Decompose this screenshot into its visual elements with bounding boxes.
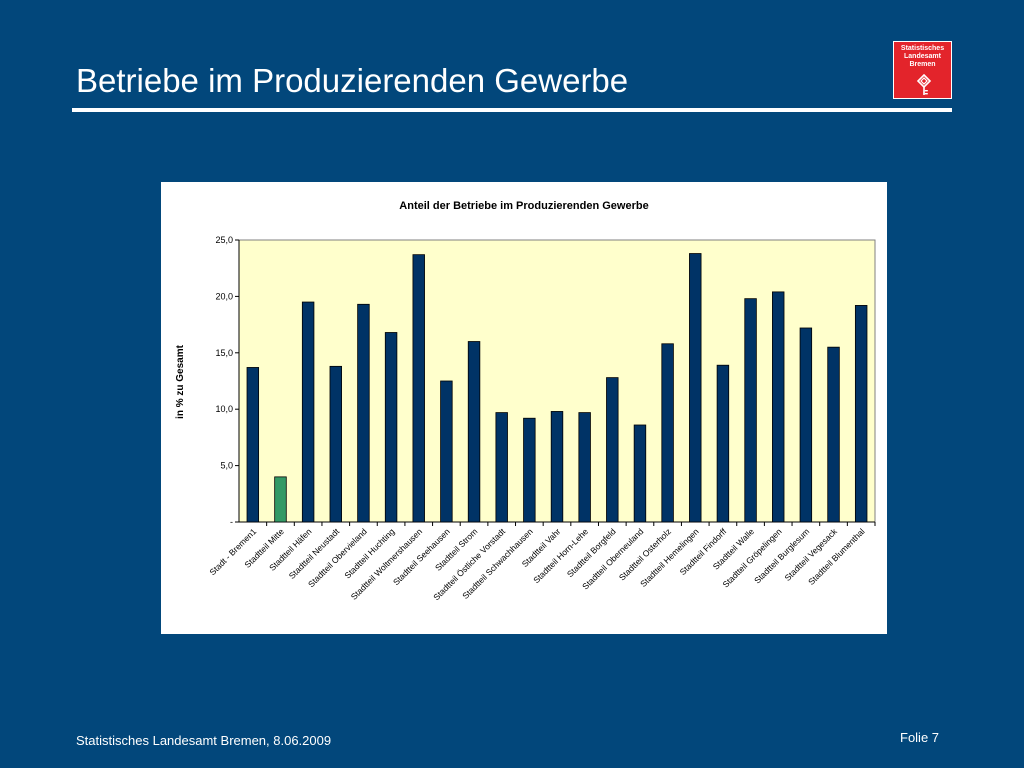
slide-number: Folie 7 [900,730,940,745]
bar [550,411,564,523]
bar [523,417,536,523]
bar [357,303,370,523]
bar [854,305,868,523]
y-tick-label: 5,0 [220,461,233,471]
logo-line-1: Statistisches [900,45,945,52]
y-tick-label: 20,0 [215,291,233,301]
bar [633,424,647,523]
title-divider [72,108,952,112]
y-axis-label: in % zu Gesamt [175,344,186,419]
bremen-key-icon [916,74,932,95]
y-tick-label: 10,0 [215,404,233,414]
chart-title: Anteil der Betriebe im Produzierenden Ge… [399,200,648,212]
y-tick-label: - [230,517,233,527]
bar [329,365,342,523]
bar [412,254,425,523]
footer-source: Statistisches Landesamt Bremen, 8.06.200… [76,733,332,748]
statistisches-landesamt-logo: Statistisches Landesamt Bremen [893,41,952,99]
bar [246,367,260,523]
bar [495,412,508,523]
logo-line-2: Landesamt [904,53,941,60]
y-tick-label: 15,0 [215,348,233,358]
x-tick-label: Stadtteil Borgfeld [565,526,618,579]
chart-panel: Anteil der Betriebe im Produzierenden Ge… [161,182,887,634]
bar [384,332,398,523]
slide-title: Betriebe im Produzierenden Gewerbe [76,62,629,99]
x-tick-label: Stadtteil Huchting [342,526,396,580]
bar [716,364,730,523]
bar [301,301,315,523]
plot-area: - 5,0 10,0 15,0 20,0 25,0 Stadt - Bremen1 Stadt… [207,235,876,602]
bar [744,298,757,523]
bar [467,341,481,523]
bar [689,253,702,523]
y-tick-label: 25,0 [215,235,233,245]
logo-line-3: Bremen [909,61,936,68]
bar [606,377,619,523]
bar [578,412,591,523]
x-tick-label: Stadt - Bremen1 [207,526,258,577]
bar [440,380,453,523]
bar [827,346,840,523]
bar-chart: Anteil der Betriebe im Produzierenden Ge… [175,200,876,602]
bar [274,476,287,523]
bar [772,291,785,523]
bar [661,343,674,523]
bar [799,327,813,523]
